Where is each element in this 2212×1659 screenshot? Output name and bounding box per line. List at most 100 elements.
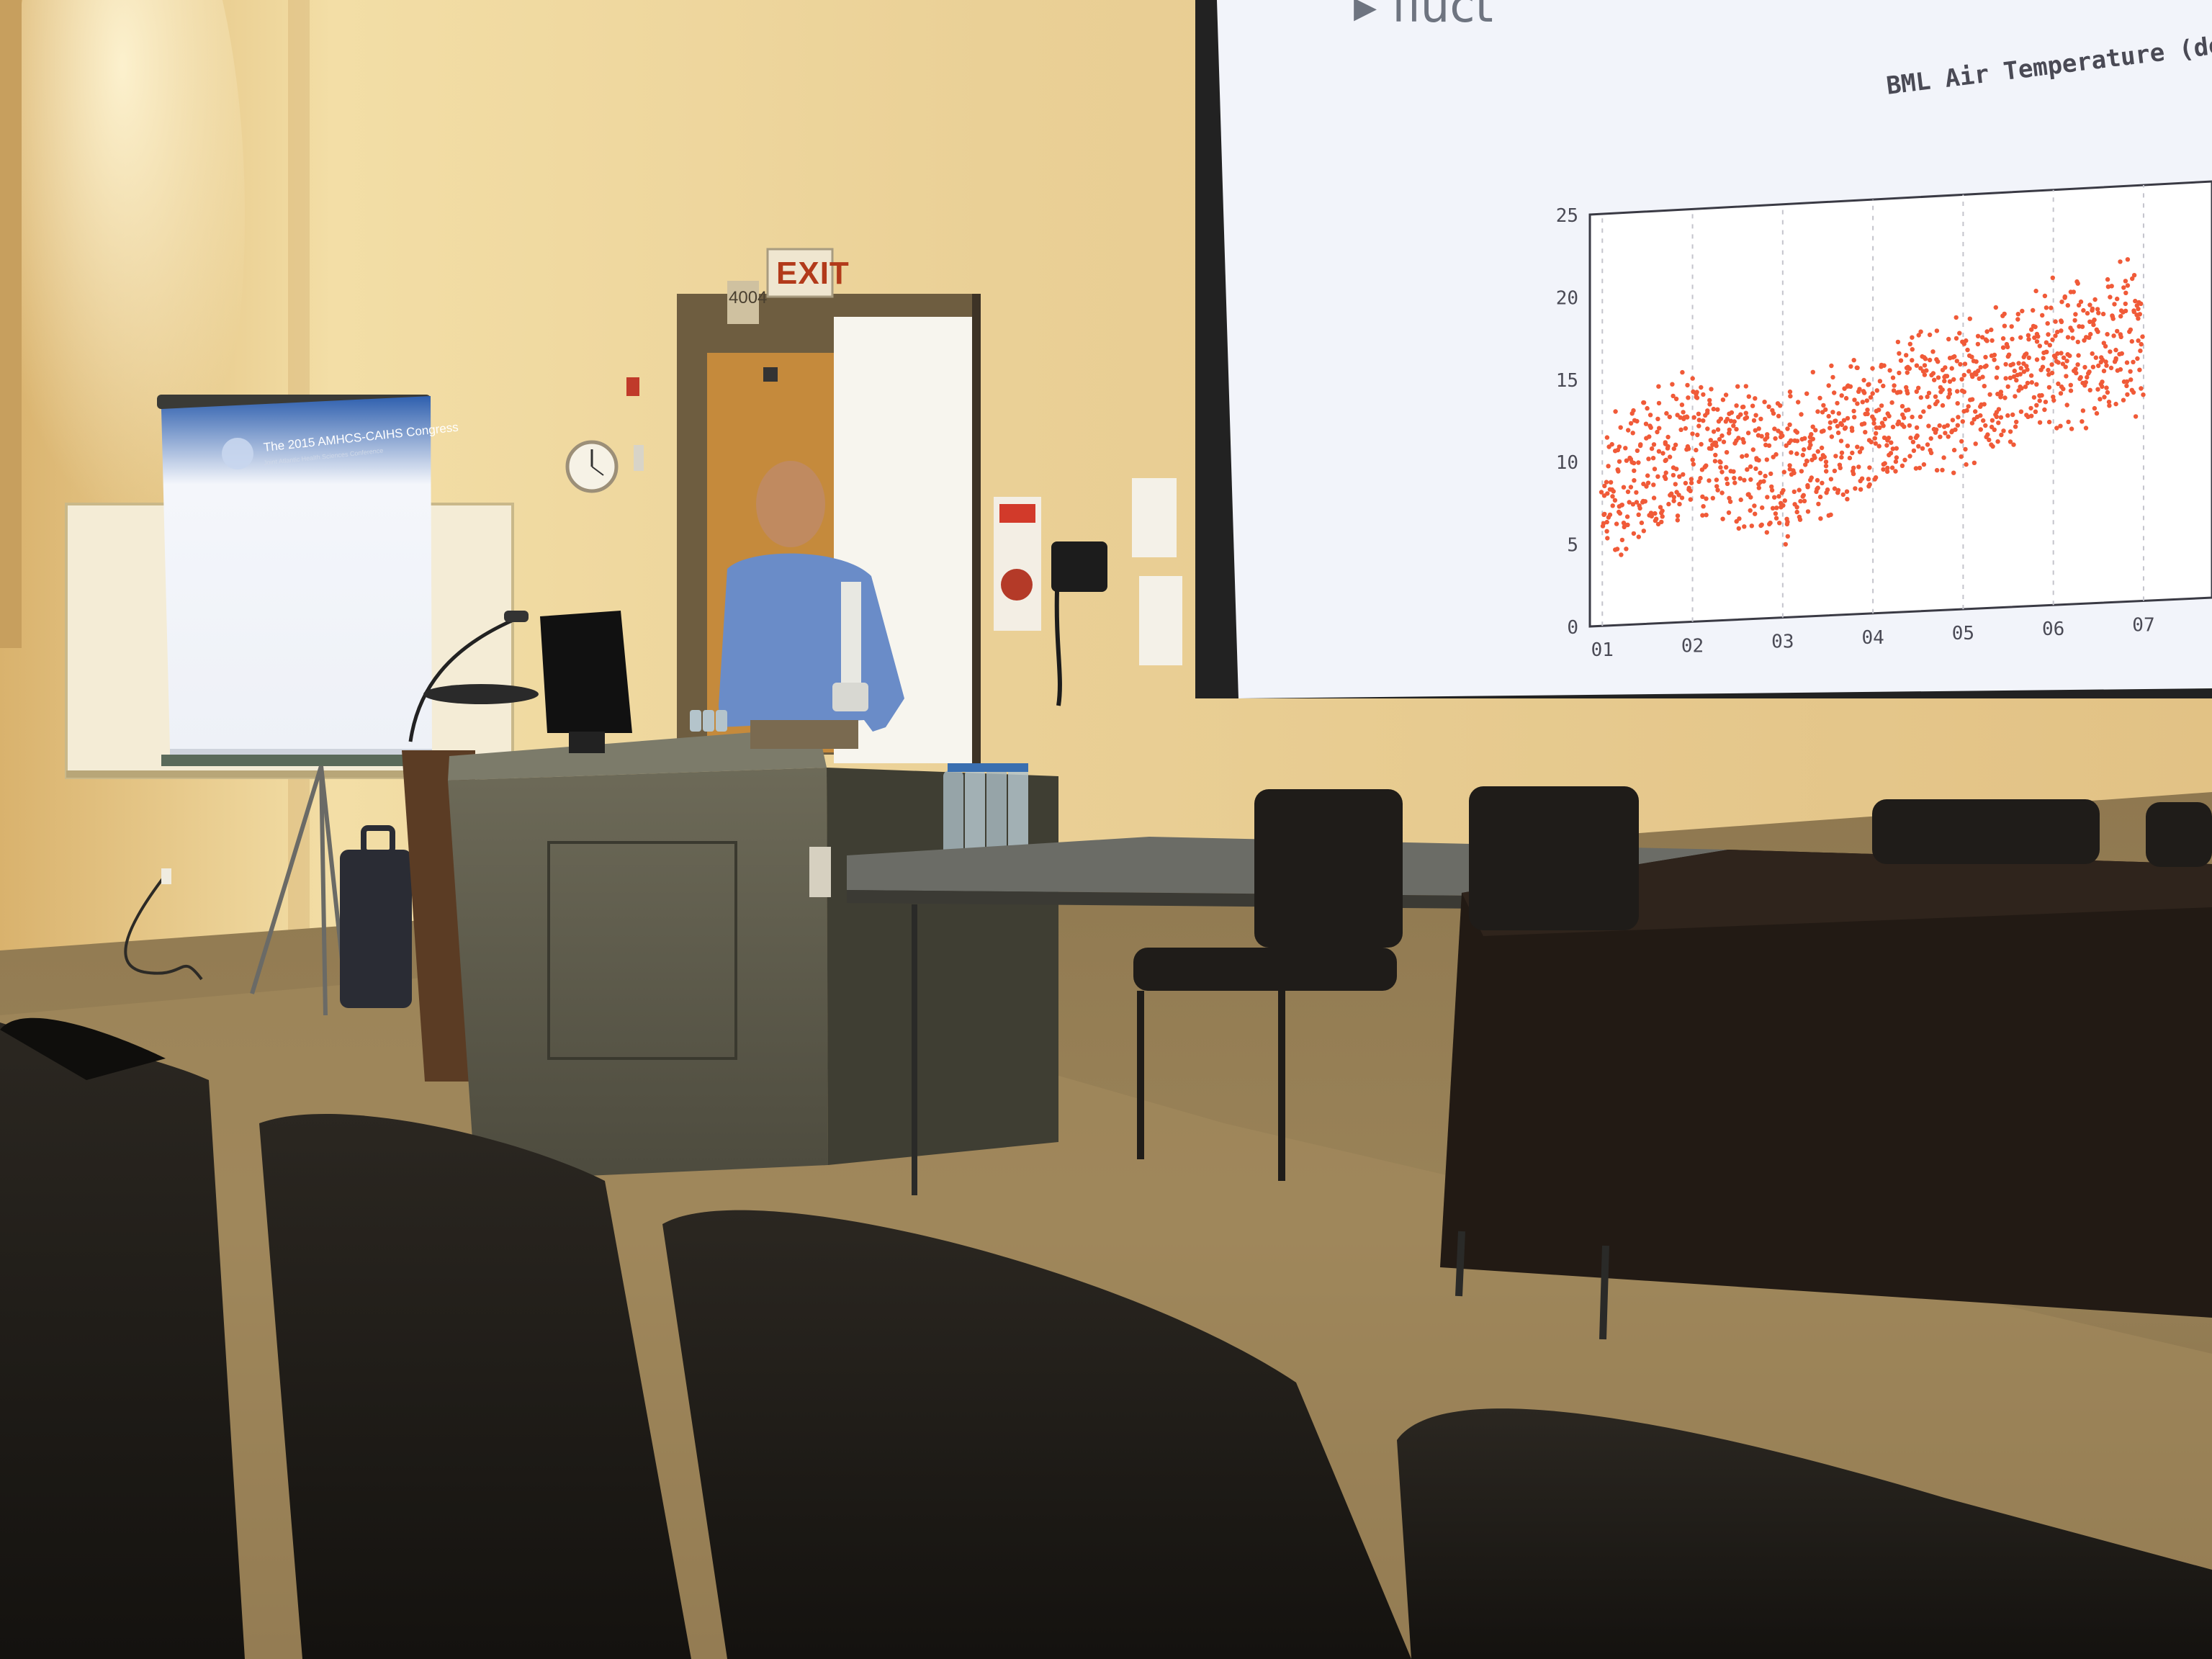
presenter-head: [756, 461, 825, 547]
chart-point: [2062, 294, 2067, 300]
chart-point: [1899, 404, 1905, 409]
chart-point: [1950, 418, 1956, 423]
chart-point: [1715, 427, 1721, 432]
chart-point: [1785, 519, 1790, 525]
chart-point: [1973, 441, 1978, 446]
chart-point: [1748, 495, 1753, 500]
chart-point: [2005, 384, 2010, 390]
chart-point: [1855, 401, 1860, 406]
chart-point: [1993, 305, 1998, 310]
chart-point: [2119, 351, 2124, 356]
chart-point: [1613, 409, 1618, 414]
chart-point: [1810, 369, 1815, 374]
chart-point: [1992, 427, 1997, 432]
chart-point: [2046, 419, 2052, 425]
chart-point: [1804, 391, 1809, 396]
floor-cable: [124, 873, 203, 981]
chart-point: [1893, 469, 1898, 474]
chart-point: [1685, 382, 1690, 388]
screen-bottom-bar: [170, 749, 432, 755]
chart-point: [1805, 509, 1811, 514]
chart-point: [2069, 426, 2074, 431]
chart-point: [1936, 359, 1941, 364]
chart-point: [2003, 361, 2008, 367]
chart-point: [1969, 421, 1975, 426]
chart-point: [2105, 276, 2110, 282]
lectern-outlet: [809, 847, 831, 897]
chart-point: [1714, 443, 1719, 449]
chart-point: [1624, 547, 1629, 552]
chart-point: [1994, 375, 2000, 380]
chart-point: [2075, 281, 2080, 286]
chart-point: [1732, 419, 1737, 424]
chart-point: [1922, 363, 1928, 368]
chart-point: [2131, 359, 2136, 364]
chart-point: [1904, 353, 1909, 358]
x-tick-label: 04: [1861, 627, 1884, 649]
chart-point: [2026, 333, 2031, 338]
chart-point: [1925, 394, 1930, 400]
chart-point: [2121, 285, 2126, 290]
chart-point: [1616, 469, 1621, 474]
chart-point: [1764, 457, 1769, 462]
chart-point: [1609, 441, 1614, 447]
chart-point: [2058, 423, 2063, 428]
chart-point: [1715, 407, 1720, 412]
chart-point: [2068, 382, 2073, 387]
chart-point: [1848, 364, 1853, 369]
door-closer: [763, 367, 778, 382]
chart-point: [1656, 400, 1662, 406]
chart-point: [1910, 358, 1915, 363]
suitcase-handle: [361, 825, 395, 855]
chart-point: [1738, 412, 1743, 417]
chart-point: [1893, 459, 1899, 464]
chart-point: [1671, 446, 1676, 451]
chart-point: [2069, 328, 2074, 333]
chart-point: [1605, 536, 1610, 541]
chart-point: [1906, 407, 1911, 413]
chart-point: [1718, 416, 1723, 421]
chart-point: [1709, 446, 1714, 451]
chart-point: [1689, 480, 1694, 485]
chart-point: [1957, 331, 1962, 336]
chart-point: [1617, 459, 1622, 464]
chart-point: [1908, 435, 1913, 441]
chart-point: [1681, 410, 1686, 415]
chart-point: [2115, 328, 2120, 334]
chart-point: [1704, 410, 1710, 415]
chart-point: [2137, 312, 2142, 317]
chart-point: [1787, 463, 1792, 468]
chart-point: [1940, 387, 1945, 392]
chart-point: [1776, 494, 1781, 499]
chart-point: [2092, 318, 2097, 323]
chart-point: [1753, 413, 1758, 418]
chart-point: [1657, 426, 1662, 431]
chart-point: [2121, 397, 2126, 403]
chart-point: [2061, 355, 2067, 360]
chart-point: [1890, 446, 1895, 451]
chart-point: [2025, 380, 2031, 386]
chart-point: [1911, 448, 1917, 454]
chart-point: [2039, 392, 2044, 398]
chart-point: [1943, 431, 1948, 436]
chart-point: [1604, 519, 1609, 525]
y-tick-label: 25: [1556, 205, 1578, 227]
chart-point: [1649, 446, 1655, 451]
chart-point: [1820, 480, 1825, 485]
chart-point: [2033, 409, 2038, 414]
chart-point: [2036, 334, 2041, 339]
chart-point: [1719, 490, 1725, 495]
x-tick-label: 07: [2132, 614, 2154, 636]
chart-point: [1776, 413, 1781, 418]
chart-point: [1743, 384, 1748, 389]
chart-point: [1791, 489, 1797, 495]
chart-point: [1800, 452, 1805, 458]
chart-point: [1798, 498, 1803, 504]
chart-point: [1956, 415, 1961, 420]
chart-point: [1691, 462, 1696, 467]
chart-point: [1673, 442, 1678, 447]
chart-point: [1940, 467, 1945, 472]
chart-point: [1769, 484, 1774, 490]
chart-point: [1951, 447, 1957, 453]
chart-point: [2064, 374, 2069, 379]
